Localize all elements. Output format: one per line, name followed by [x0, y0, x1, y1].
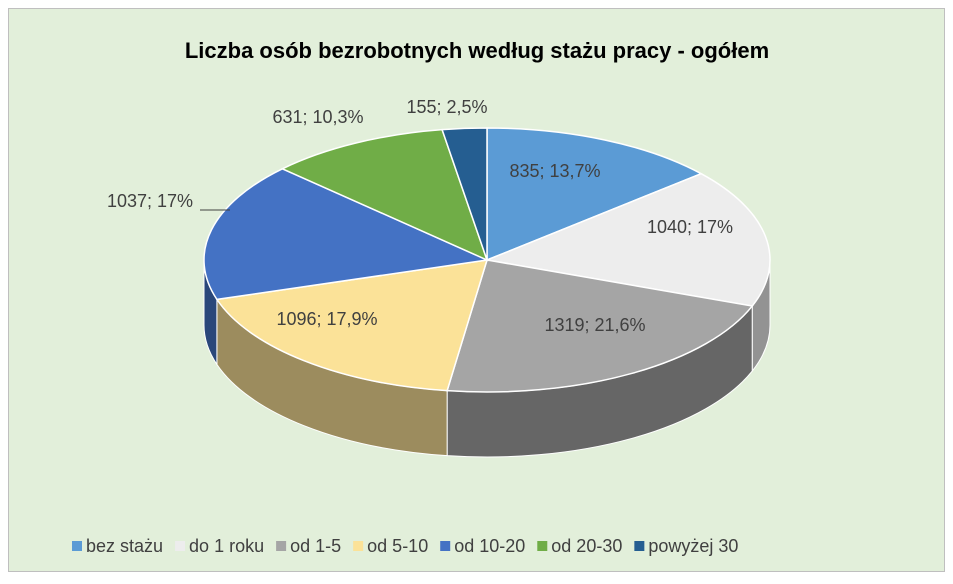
slice [446, 259, 754, 393]
legend-label: bez stażu [86, 536, 163, 556]
legend-swatch [634, 541, 645, 551]
legend-swatch [353, 541, 364, 551]
legend-label: od 5-10 [367, 536, 428, 556]
slice [280, 128, 489, 262]
data-label: 1096; 17,9% [276, 309, 377, 329]
data-label: 155; 2,5% [406, 97, 487, 117]
legend-swatch [276, 541, 287, 551]
data-label: 1319; 21,6% [544, 315, 645, 335]
slice [486, 127, 703, 262]
legend-label: od 20-30 [551, 536, 622, 556]
legend-label: od 10-20 [454, 536, 525, 556]
legend-label: do 1 roku [189, 536, 264, 556]
legend-swatch [440, 541, 451, 551]
legend-label: od 1-5 [290, 536, 341, 556]
legend-swatch [175, 541, 186, 551]
legend-label: powyżej 30 [648, 536, 738, 556]
chart-title: Liczba osób bezrobotnych według stażu pr… [185, 38, 769, 63]
legend-swatch [72, 541, 82, 551]
slice [215, 259, 489, 392]
data-label: 631; 10,3% [272, 107, 363, 127]
slice [441, 127, 488, 261]
legend-swatch [537, 541, 548, 551]
data-label: 1037; 17% [107, 191, 193, 211]
data-label: 835; 13,7% [509, 161, 600, 181]
slice [484, 172, 771, 307]
slice [203, 167, 490, 301]
data-label: 1040; 17% [647, 217, 733, 237]
